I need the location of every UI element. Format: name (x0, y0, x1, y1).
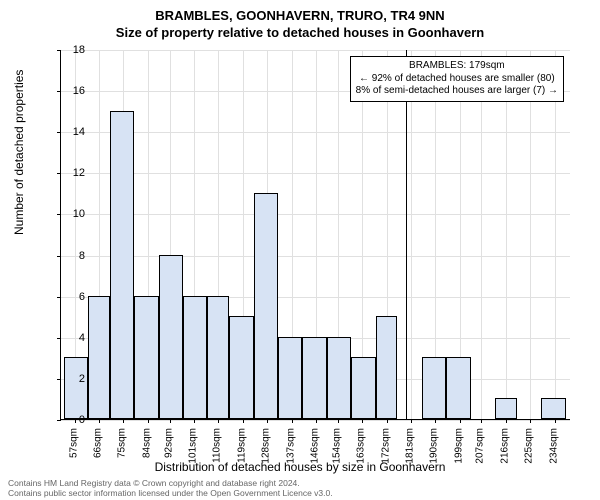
xtick-mark (530, 419, 531, 423)
xtick-mark (170, 419, 171, 423)
histogram-bar (183, 296, 207, 419)
gridline-v (555, 50, 556, 419)
histogram-bar (541, 398, 565, 419)
histogram-bar (110, 111, 134, 419)
xtick-label: 225sqm (524, 428, 535, 464)
xtick-label: 190sqm (429, 428, 440, 464)
subject-marker-line (406, 50, 407, 419)
ytick-label: 0 (55, 414, 85, 426)
ytick-label: 2 (55, 373, 85, 385)
chart-area: BRAMBLES: 179sqm ← 92% of detached house… (60, 50, 570, 420)
xtick-label: 75sqm (117, 428, 128, 458)
xtick-mark (555, 419, 556, 423)
histogram-bar (422, 357, 446, 419)
gridline-v (411, 50, 412, 419)
ytick-label: 18 (55, 44, 85, 56)
xtick-label: 101sqm (187, 428, 198, 464)
xtick-label: 172sqm (380, 428, 391, 464)
xtick-label: 137sqm (285, 428, 296, 464)
footer-line-1: Contains HM Land Registry data © Crown c… (8, 478, 333, 488)
histogram-bar (207, 296, 229, 419)
annotation-line-3: 8% of semi-detached houses are larger (7… (356, 85, 558, 98)
xtick-mark (292, 419, 293, 423)
title-line-2: Size of property relative to detached ho… (0, 25, 600, 42)
xtick-label: 57sqm (68, 428, 79, 458)
histogram-bar (88, 296, 110, 419)
xtick-mark (460, 419, 461, 423)
xtick-label: 199sqm (453, 428, 464, 464)
xtick-label: 207sqm (475, 428, 486, 464)
ytick-label: 16 (55, 85, 85, 97)
histogram-bar (327, 337, 351, 419)
xtick-mark (362, 419, 363, 423)
xtick-mark (411, 419, 412, 423)
xtick-label: 234sqm (548, 428, 559, 464)
histogram-bar (229, 316, 253, 419)
histogram-bar (278, 337, 302, 419)
histogram-bar (446, 357, 470, 419)
ytick-label: 4 (55, 332, 85, 344)
xtick-mark (243, 419, 244, 423)
xtick-mark (506, 419, 507, 423)
xtick-mark (481, 419, 482, 423)
xtick-label: 154sqm (331, 428, 342, 464)
footer-attribution: Contains HM Land Registry data © Crown c… (8, 478, 333, 498)
xtick-label: 163sqm (356, 428, 367, 464)
xtick-mark (148, 419, 149, 423)
ytick-label: 10 (55, 208, 85, 220)
histogram-bar (302, 337, 326, 419)
plot-region: BRAMBLES: 179sqm ← 92% of detached house… (60, 50, 570, 420)
xtick-mark (218, 419, 219, 423)
xtick-label: 146sqm (310, 428, 321, 464)
histogram-bar (134, 296, 158, 419)
xtick-label: 128sqm (261, 428, 272, 464)
annotation-box: BRAMBLES: 179sqm ← 92% of detached house… (350, 56, 564, 102)
xtick-label: 66sqm (92, 428, 103, 458)
y-axis-label: Number of detached properties (12, 70, 26, 235)
histogram-bar (64, 357, 88, 419)
xtick-mark (194, 419, 195, 423)
xtick-mark (267, 419, 268, 423)
xtick-mark (316, 419, 317, 423)
annotation-line-1: BRAMBLES: 179sqm (356, 60, 558, 73)
ytick-label: 8 (55, 250, 85, 262)
xtick-mark (387, 419, 388, 423)
histogram-bar (254, 193, 278, 419)
xtick-mark (99, 419, 100, 423)
histogram-bar (351, 357, 375, 419)
footer-line-2: Contains public sector information licen… (8, 488, 333, 498)
histogram-bar (376, 316, 398, 419)
xtick-label: 119sqm (236, 428, 247, 463)
gridline-v (530, 50, 531, 419)
xtick-mark (435, 419, 436, 423)
xtick-label: 84sqm (141, 428, 152, 458)
annotation-line-2: ← 92% of detached houses are smaller (80… (356, 73, 558, 86)
title-line-1: BRAMBLES, GOONHAVERN, TRURO, TR4 9NN (0, 8, 600, 25)
histogram-bar (159, 255, 183, 419)
xtick-mark (338, 419, 339, 423)
ytick-label: 12 (55, 167, 85, 179)
xtick-label: 110sqm (212, 428, 223, 463)
xtick-label: 216sqm (499, 428, 510, 464)
xtick-label: 92sqm (163, 428, 174, 458)
gridline-v (506, 50, 507, 419)
histogram-bar (495, 398, 517, 419)
chart-title-block: BRAMBLES, GOONHAVERN, TRURO, TR4 9NN Siz… (0, 0, 600, 42)
ytick-label: 6 (55, 291, 85, 303)
xtick-mark (123, 419, 124, 423)
xtick-label: 181sqm (404, 428, 415, 464)
gridline-v (481, 50, 482, 419)
ytick-label: 14 (55, 126, 85, 138)
